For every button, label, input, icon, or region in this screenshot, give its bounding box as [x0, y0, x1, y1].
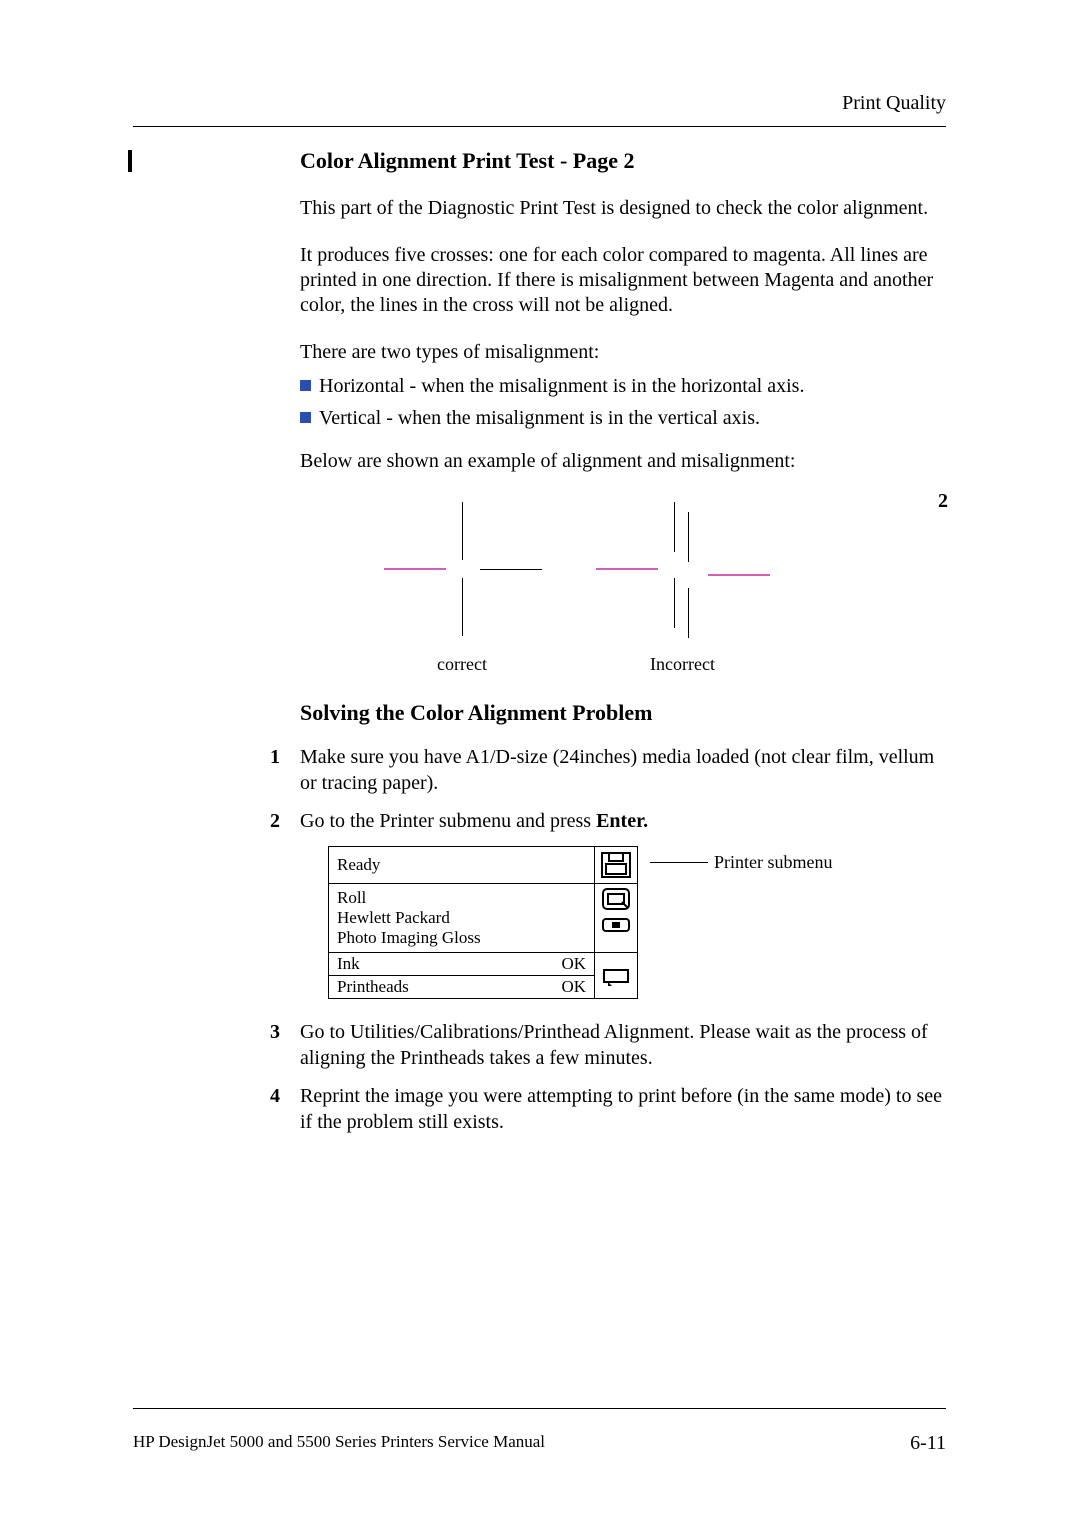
- bullet-text: Horizontal - when the misalignment is in…: [319, 373, 948, 399]
- step-4: 4 Reprint the image you were attempting …: [300, 1083, 948, 1135]
- display-status-cell: Ink OK Printheads OK: [329, 953, 595, 998]
- diagram-correct-label: correct: [437, 654, 487, 675]
- printer-display-figure: Ready Roll Hewlett Packard Photo Imaging…: [328, 846, 948, 999]
- bullet-square-icon: [300, 380, 311, 391]
- paragraph-3: There are two types of misalignment:: [300, 340, 948, 365]
- printhead-icon-cell: [595, 953, 637, 998]
- diag-magenta-line: [596, 568, 658, 570]
- display-brand: Hewlett Packard: [337, 908, 586, 928]
- callout-label: Printer submenu: [714, 852, 833, 873]
- step-number: 4: [270, 1083, 300, 1109]
- alignment-diagram: 2 correct Incorrect: [300, 496, 948, 686]
- display-ink-status: OK: [561, 954, 586, 974]
- diag-black-line: [480, 569, 542, 570]
- display-icons-col: [595, 884, 637, 952]
- diag-vline: [674, 578, 675, 628]
- display-media: Photo Imaging Gloss: [337, 928, 586, 948]
- diag-magenta-line: [384, 568, 446, 570]
- step-number: 2: [270, 808, 300, 834]
- diagram-incorrect-label: Incorrect: [650, 654, 715, 675]
- step-2-prefix: Go to the Printer submenu and press: [300, 810, 596, 832]
- printhead-icon: [602, 966, 630, 986]
- page-title: Color Alignment Print Test - Page 2: [300, 148, 948, 174]
- step-2: 2 Go to the Printer submenu and press En…: [300, 808, 948, 834]
- footer-right: 6-11: [910, 1432, 946, 1455]
- bullet-item: Vertical - when the misalignment is in t…: [300, 405, 948, 431]
- bottom-rule: [133, 1408, 946, 1409]
- ink-icon: [602, 916, 630, 934]
- diag-vline: [462, 578, 463, 636]
- diag-vline: [462, 502, 463, 560]
- diag-magenta-line: [708, 574, 770, 576]
- top-rule: [133, 126, 946, 127]
- revision-bar: [128, 150, 132, 172]
- diag-vline: [688, 512, 689, 562]
- step-body: Reprint the image you were attempting to…: [300, 1083, 948, 1135]
- paragraph-1: This part of the Diagnostic Print Test i…: [300, 196, 948, 221]
- step-number: 1: [270, 744, 300, 770]
- display-ready: Ready: [329, 847, 595, 883]
- step-1: 1 Make sure you have A1/D-size (24inches…: [300, 744, 948, 796]
- display-roll: Roll: [337, 888, 586, 908]
- media-icon: [602, 888, 630, 910]
- printer-display: Ready Roll Hewlett Packard Photo Imaging…: [328, 846, 638, 999]
- diagram-number: 2: [938, 490, 948, 513]
- printer-icon-cell: [595, 847, 637, 883]
- step-body: Go to the Printer submenu and press Ente…: [300, 808, 948, 834]
- callout-line: [650, 862, 708, 863]
- printer-icon: [601, 852, 631, 878]
- footer-left: HP DesignJet 5000 and 5500 Series Printe…: [133, 1432, 545, 1452]
- step-body: Make sure you have A1/D-size (24inches) …: [300, 744, 948, 796]
- step-3: 3 Go to Utilities/Calibrations/Printhead…: [300, 1019, 948, 1071]
- bullet-square-icon: [300, 412, 311, 423]
- bullet-text: Vertical - when the misalignment is in t…: [319, 405, 948, 431]
- paragraph-2: It produces five crosses: one for each c…: [300, 243, 948, 318]
- diag-vline: [674, 502, 675, 552]
- step-body: Go to Utilities/Calibrations/Printhead A…: [300, 1019, 948, 1071]
- display-ph-status: OK: [561, 977, 586, 997]
- subtitle: Solving the Color Alignment Problem: [300, 700, 948, 726]
- diag-vline: [688, 588, 689, 638]
- paragraph-4: Below are shown an example of alignment …: [300, 449, 948, 474]
- display-ph-label: Printheads: [337, 977, 409, 997]
- bullet-item: Horizontal - when the misalignment is in…: [300, 373, 948, 399]
- display-media-cell: Roll Hewlett Packard Photo Imaging Gloss: [329, 884, 595, 952]
- display-ink-label: Ink: [337, 954, 360, 974]
- header-section: Print Quality: [842, 92, 946, 115]
- step-number: 3: [270, 1019, 300, 1045]
- step-2-bold: Enter.: [596, 810, 648, 832]
